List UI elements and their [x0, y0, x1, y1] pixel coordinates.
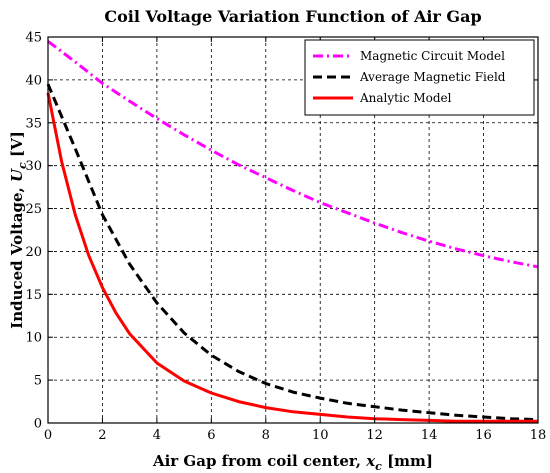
- series-line-2: [46, 92, 538, 423]
- legend-label-0: Magnetic Circuit Model: [360, 49, 505, 63]
- legend: Magnetic Circuit Model Average Magnetic F…: [304, 39, 535, 116]
- y-tick-label: 30: [25, 159, 42, 174]
- x-tick-label: 14: [421, 428, 438, 443]
- x-axis-label-sub: c: [375, 460, 382, 473]
- x-axis-label-text: Air Gap from coil center,: [152, 452, 366, 470]
- x-tick-label: 6: [207, 428, 215, 443]
- series: [46, 40, 539, 423]
- y-tick-label: 45: [25, 31, 42, 46]
- plot-frame: [47, 36, 539, 424]
- x-axis-label-var: x: [365, 452, 376, 470]
- ticks: 0 2 4 6 8 10 12 14 16 18 0 5 10 15 20 25 30 35 40 45: [25, 31, 546, 444]
- y-tick-label: 35: [25, 116, 42, 131]
- legend-label-2: Analytic Model: [359, 91, 452, 105]
- y-tick-label: 5: [34, 374, 42, 389]
- x-tick-label: 12: [366, 428, 383, 443]
- x-tick-label: 10: [312, 428, 329, 443]
- x-tick-label: 0: [44, 428, 52, 443]
- x-tick-label: 2: [98, 428, 106, 443]
- y-axis-label: Induced Voltage, Uc [V]: [8, 131, 29, 329]
- y-tick-label: 40: [25, 73, 42, 88]
- y-axis-label-text: Induced Voltage,: [8, 182, 26, 329]
- grid: [48, 37, 538, 423]
- x-tick-label: 8: [262, 428, 270, 443]
- x-axis-label: Air Gap from coil center, xc [mm]: [152, 452, 433, 473]
- y-tick-label: 20: [25, 245, 42, 260]
- x-tick-label: 4: [153, 428, 161, 443]
- y-tick-label: 0: [34, 417, 42, 432]
- x-tick-label: 18: [530, 428, 547, 443]
- y-tick-label: 10: [25, 331, 42, 346]
- chart-title: Coil Voltage Variation Function of Air G…: [104, 7, 481, 26]
- y-axis-label-var: U: [8, 168, 26, 182]
- y-axis-label-unit: [V]: [8, 131, 26, 162]
- series-line-1: [46, 83, 539, 422]
- y-tick-label: 25: [25, 202, 42, 217]
- series-line-0: [47, 40, 539, 269]
- y-tick-label: 15: [25, 288, 42, 303]
- x-tick-label: 16: [475, 428, 492, 443]
- x-axis-label-unit: [mm]: [382, 452, 433, 470]
- y-axis-label-sub: c: [16, 162, 29, 169]
- legend-label-1: Average Magnetic Field: [359, 70, 506, 84]
